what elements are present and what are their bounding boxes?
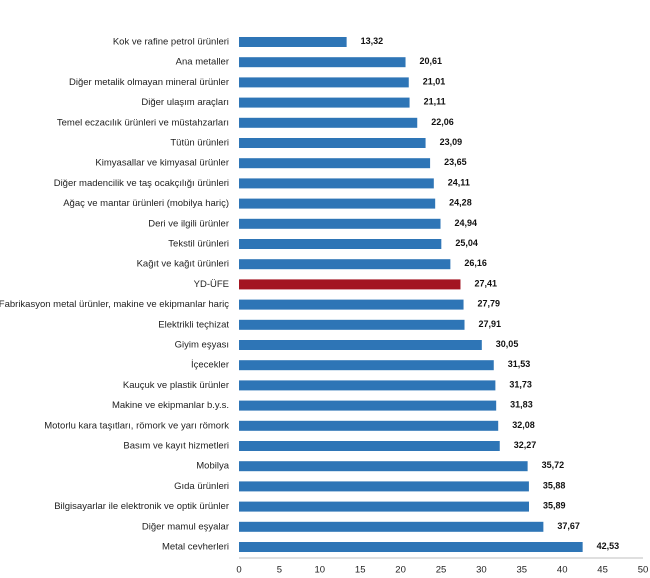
value-label: 23,65 xyxy=(444,157,467,167)
category-label: Basım ve kayıt hizmetleri xyxy=(123,441,229,452)
category-label: İçecekler xyxy=(191,360,229,371)
category-label: Bilgisayarlar ile elektronik ve optik ür… xyxy=(54,501,229,512)
value-label: 31,73 xyxy=(509,379,532,389)
x-tick-label: 35 xyxy=(517,565,528,576)
category-label: Kimyasallar ve kimyasal ürünler xyxy=(95,158,229,169)
category-label: Kok ve rafine petrol ürünleri xyxy=(113,37,229,48)
x-tick-label: 30 xyxy=(476,565,487,576)
bar xyxy=(239,380,496,391)
x-tick-label: 25 xyxy=(436,565,447,576)
category-label: Tütün ürünleri xyxy=(170,138,229,149)
bar xyxy=(239,158,431,169)
value-label: 35,88 xyxy=(543,480,566,490)
x-tick-label: 20 xyxy=(395,565,406,576)
category-label: Ağaç ve mantar ürünleri (mobilya hariç) xyxy=(63,198,229,209)
category-label: Makine ve ekipmanlar b.y.s. xyxy=(112,400,229,411)
value-label: 25,04 xyxy=(455,238,478,248)
bar xyxy=(239,441,500,451)
value-label: 27,91 xyxy=(479,319,502,329)
category-label: Kağıt ve kağıt ürünleri xyxy=(137,259,229,270)
category-label: Diğer ulaşım araçları xyxy=(141,97,229,108)
value-labels: 13,32 20,61 21,01 21,11 22,06 23,09 23,65 24,11… xyxy=(361,36,620,551)
category-label: Ana metaller xyxy=(176,57,229,68)
category-label: Gıda ürünleri xyxy=(174,481,229,492)
value-label: 31,83 xyxy=(510,400,533,410)
category-label: Diğer madencilik ve taş ocakçılığı ürünl… xyxy=(54,178,229,189)
x-tick-label: 0 xyxy=(236,565,241,576)
x-axis-ticks: 0 5 10 15 20 25 30 35 40 45 50 xyxy=(236,565,648,576)
value-label: 31,53 xyxy=(508,359,531,369)
value-label: 21,11 xyxy=(424,97,446,107)
bar xyxy=(239,542,583,552)
value-label: 35,89 xyxy=(543,501,566,511)
category-label: Mobilya xyxy=(196,461,229,472)
bar xyxy=(239,239,442,249)
category-label: Diğer metalik olmayan mineral ürünler xyxy=(69,77,229,88)
bar xyxy=(239,400,497,411)
value-label: 26,16 xyxy=(464,258,487,268)
bar xyxy=(239,138,426,148)
value-label: 13,32 xyxy=(361,36,384,46)
value-label: 22,06 xyxy=(431,117,454,127)
category-label: Giyim eşyası xyxy=(175,340,229,351)
value-label: 32,08 xyxy=(512,420,535,430)
bar xyxy=(239,218,441,229)
bar xyxy=(239,178,434,189)
value-label: 24,28 xyxy=(449,198,472,208)
bar xyxy=(239,521,544,532)
x-tick-label: 15 xyxy=(355,565,366,576)
bar xyxy=(239,299,464,310)
category-labels: Kok ve rafine petrol ürünleri Ana metalle… xyxy=(0,37,230,553)
value-label: 30,05 xyxy=(496,339,519,349)
x-tick-label: 10 xyxy=(315,565,326,576)
bars-layer xyxy=(239,37,583,552)
value-label: 37,67 xyxy=(557,521,580,531)
category-label: Tekstil ürünleri xyxy=(168,239,229,250)
value-label: 27,41 xyxy=(474,278,497,288)
value-label: 35,72 xyxy=(542,460,565,470)
bar xyxy=(239,37,347,47)
category-label: Deri ve ilgili ürünler xyxy=(148,218,229,229)
value-label: 24,11 xyxy=(448,177,470,187)
category-label: Metal cevherleri xyxy=(162,542,229,553)
value-label: 20,61 xyxy=(420,56,443,66)
bar xyxy=(239,97,410,108)
bar xyxy=(239,259,451,270)
value-label: 21,01 xyxy=(423,76,446,86)
bar xyxy=(239,501,529,512)
bar xyxy=(239,77,409,88)
bar xyxy=(239,461,528,472)
bar-highlight xyxy=(239,279,461,290)
value-label: 24,94 xyxy=(455,218,478,228)
category-label: Fabrikasyon metal ürünler, makine ve eki… xyxy=(0,299,229,310)
x-tick-label: 45 xyxy=(597,565,608,576)
bar xyxy=(239,57,406,68)
bar xyxy=(239,198,436,209)
bar xyxy=(239,481,529,492)
bar xyxy=(239,319,465,330)
category-label: Diğer mamul eşyalar xyxy=(142,521,229,532)
category-label: Motorlu kara taşıtları, römork ve yarı r… xyxy=(44,420,229,431)
category-label: Temel eczacılık ürünleri ve müstahzarlar… xyxy=(57,117,229,128)
bar xyxy=(239,360,494,371)
x-tick-label: 5 xyxy=(277,565,282,576)
value-label: 27,79 xyxy=(478,299,501,309)
x-tick-label: 40 xyxy=(557,565,568,576)
category-label: Kauçuk ve plastik ürünler xyxy=(123,380,229,391)
value-label: 32,27 xyxy=(514,440,537,450)
bar xyxy=(239,340,482,350)
value-label: 42,53 xyxy=(597,541,620,551)
category-label: YD-ÜFE xyxy=(194,279,229,290)
bar xyxy=(239,420,499,431)
value-label: 23,09 xyxy=(440,137,463,147)
x-tick-label: 50 xyxy=(638,565,649,576)
category-label: Elektrikli teçhizat xyxy=(158,319,229,330)
bar xyxy=(239,117,418,128)
